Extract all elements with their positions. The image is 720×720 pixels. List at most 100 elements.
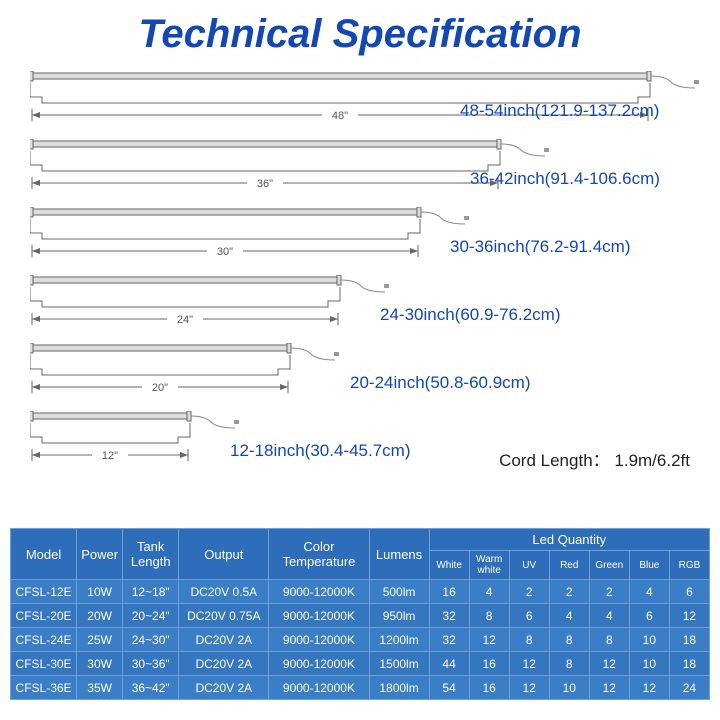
col-led-green: Green (589, 551, 629, 580)
table-cell: 25W (77, 628, 123, 652)
col-output: Output (179, 529, 269, 580)
table-cell: 32 (429, 628, 469, 652)
size-diagrams: 48" 48-54inch(121.9-137.2cm) 36" 36 (0, 65, 720, 467)
col-led-warm-white: Warm white (469, 551, 509, 580)
table-cell: 9000-12000K (269, 676, 369, 700)
table-cell: 4 (469, 580, 509, 604)
table-cell: 12 (589, 676, 629, 700)
table-cell: CFSL-12E (11, 580, 77, 604)
size-range-label: 24-30inch(60.9-76.2cm) (380, 305, 560, 325)
table-cell: 10 (629, 628, 669, 652)
table-cell: 30W (77, 652, 123, 676)
table-cell: 4 (589, 604, 629, 628)
table-cell: DC20V 0.75A (179, 604, 269, 628)
size-range-label: 30-36inch(76.2-91.4cm) (450, 237, 630, 257)
col-tank: TankLength (123, 529, 179, 580)
table-cell: 44 (429, 652, 469, 676)
table-cell: 4 (549, 604, 589, 628)
table-cell: 30~36" (123, 652, 179, 676)
table-cell: 18 (669, 628, 709, 652)
table-cell: 4 (629, 580, 669, 604)
svg-text:30": 30" (217, 246, 233, 258)
table-row: CFSL-30E30W30~36"DC20V 2A9000-12000K1500… (11, 652, 710, 676)
table-row: CFSL-20E20W20~24"DC20V 0.75A9000-12000K9… (11, 604, 710, 628)
table-cell: CFSL-30E (11, 652, 77, 676)
table-cell: 9000-12000K (269, 604, 369, 628)
table-row: CFSL-24E25W24~30"DC20V 2A9000-12000K1200… (11, 628, 710, 652)
table-cell: 12 (669, 604, 709, 628)
table-cell: 1500lm (369, 652, 429, 676)
table-cell: 8 (509, 628, 549, 652)
table-cell: 12~18" (123, 580, 179, 604)
table-cell: 32 (429, 604, 469, 628)
table-cell: 16 (429, 580, 469, 604)
size-diagram-row: 24" 24-30inch(60.9-76.2cm) (30, 273, 720, 331)
table-row: CFSL-12E10W12~18"DC20V 0.5A9000-12000K50… (11, 580, 710, 604)
size-range-label: 12-18inch(30.4-45.7cm) (230, 441, 410, 461)
col-ct: ColorTemperature (269, 529, 369, 580)
table-cell: 2 (509, 580, 549, 604)
cord-length-key: Cord Length： (499, 451, 610, 470)
size-range-label: 36-42inch(91.4-106.6cm) (470, 169, 660, 189)
svg-text:20": 20" (152, 382, 168, 394)
table-cell: 35W (77, 676, 123, 700)
light-bar-diagram: 30" (30, 207, 470, 263)
svg-text:24": 24" (177, 314, 193, 326)
table-cell: 12 (509, 676, 549, 700)
table-cell: 9000-12000K (269, 652, 369, 676)
size-diagram-row: 30" 30-36inch(76.2-91.4cm) (30, 205, 720, 263)
col-led-uv: UV (509, 551, 549, 580)
col-led-rgb: RGB (669, 551, 709, 580)
svg-text:12": 12" (102, 450, 118, 462)
col-model: Model (11, 529, 77, 580)
table-cell: 10 (549, 676, 589, 700)
light-bar-diagram: 12" (30, 411, 240, 467)
cord-length-label: Cord Length： 1.9m/6.2ft (499, 446, 690, 471)
table-cell: 1200lm (369, 628, 429, 652)
table-cell: 16 (469, 676, 509, 700)
table-cell: 950lm (369, 604, 429, 628)
table-cell: 20~24" (123, 604, 179, 628)
table-cell: 16 (469, 652, 509, 676)
col-led-blue: Blue (629, 551, 669, 580)
table-cell: 54 (429, 676, 469, 700)
table-cell: DC20V 2A (179, 628, 269, 652)
table-cell: DC20V 2A (179, 652, 269, 676)
light-bar-diagram: 20" (30, 343, 340, 399)
table-cell: 20W (77, 604, 123, 628)
col-led-red: Red (549, 551, 589, 580)
size-diagram-row: 48" 48-54inch(121.9-137.2cm) (30, 69, 720, 127)
table-cell: 10W (77, 580, 123, 604)
table-cell: 12 (629, 676, 669, 700)
light-bar-diagram: 24" (30, 275, 390, 331)
size-diagram-row: 36" 36-42inch(91.4-106.6cm) (30, 137, 720, 195)
col-led-group: Led Quantity (429, 529, 709, 551)
page-title: Technical Specification (0, 0, 720, 65)
table-cell: 12 (589, 652, 629, 676)
table-cell: 6 (669, 580, 709, 604)
table-cell: 24 (669, 676, 709, 700)
table-header-row: Model Power TankLength Output ColorTempe… (11, 529, 710, 551)
table-cell: 9000-12000K (269, 628, 369, 652)
cord-length-value: 1.9m/6.2ft (614, 451, 690, 470)
table-cell: 2 (549, 580, 589, 604)
table-cell: 18 (669, 652, 709, 676)
table-cell: CFSL-36E (11, 676, 77, 700)
table-cell: 8 (549, 628, 589, 652)
table-cell: 1800lm (369, 676, 429, 700)
table-cell: 9000-12000K (269, 580, 369, 604)
size-diagram-row: 20" 20-24inch(50.8-60.9cm) (30, 341, 720, 399)
spec-table: Model Power TankLength Output ColorTempe… (10, 528, 710, 700)
size-range-label: 48-54inch(121.9-137.2cm) (460, 101, 659, 121)
svg-text:36": 36" (257, 178, 273, 190)
table-cell: DC20V 2A (179, 676, 269, 700)
table-cell: 12 (509, 652, 549, 676)
col-led-white: White (429, 551, 469, 580)
table-row: CFSL-36E35W36~42"DC20V 2A9000-12000K1800… (11, 676, 710, 700)
col-power: Power (77, 529, 123, 580)
table-cell: CFSL-20E (11, 604, 77, 628)
table-cell: 2 (589, 580, 629, 604)
table-cell: 12 (469, 628, 509, 652)
table-cell: 24~30" (123, 628, 179, 652)
table-cell: 500lm (369, 580, 429, 604)
